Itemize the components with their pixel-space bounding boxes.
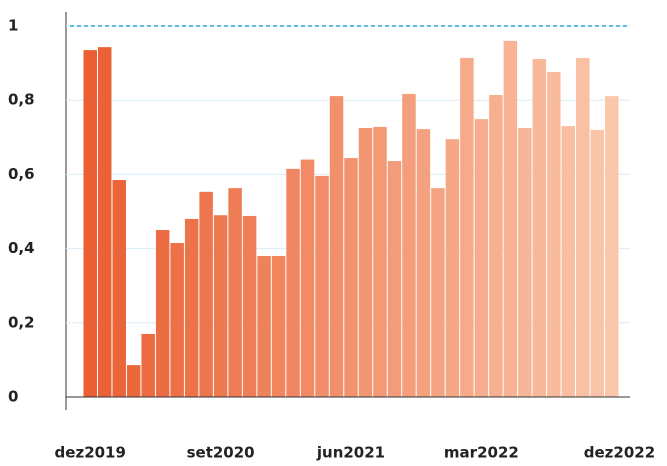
bar	[141, 333, 155, 397]
bar	[184, 218, 199, 397]
bar	[387, 161, 402, 397]
bar	[112, 179, 126, 397]
bar	[561, 126, 576, 398]
bar	[242, 215, 257, 397]
bar	[213, 215, 228, 397]
bar	[445, 139, 460, 397]
bar	[300, 159, 315, 397]
bar	[329, 96, 344, 397]
bar	[358, 128, 373, 397]
x-tick-label: dez2022	[584, 444, 655, 462]
bar	[373, 126, 387, 398]
bar	[474, 119, 489, 397]
bar	[228, 188, 242, 397]
bar	[547, 72, 561, 397]
bar	[344, 158, 358, 397]
bar	[170, 243, 184, 397]
bar	[431, 188, 445, 397]
bar	[83, 50, 97, 398]
bar	[271, 256, 286, 397]
bar	[416, 129, 431, 397]
bar	[532, 59, 547, 397]
y-tick-label: 1	[8, 17, 18, 35]
bar	[315, 175, 329, 397]
x-tick-label: set2020	[187, 444, 255, 462]
bar	[605, 96, 619, 397]
x-tick-label: mar2022	[444, 444, 519, 462]
y-tick-label: 0,8	[8, 91, 35, 109]
x-tick-label: dez2019	[55, 444, 126, 462]
bar	[402, 93, 416, 397]
bar	[460, 57, 474, 397]
bar	[126, 365, 141, 397]
bar	[155, 230, 170, 397]
bar	[576, 57, 590, 397]
bar	[503, 40, 518, 398]
y-tick-label: 0,6	[8, 165, 35, 183]
y-tick-label: 0,2	[8, 313, 35, 331]
x-tick-label: jun2021	[316, 444, 385, 462]
y-tick-label: 0	[8, 388, 18, 406]
bar	[199, 191, 213, 397]
bar	[518, 128, 532, 397]
bar	[97, 47, 112, 397]
y-tick-label: 0,4	[8, 239, 35, 257]
bar	[590, 129, 605, 397]
bar	[257, 256, 271, 397]
bar	[489, 95, 503, 398]
bar	[286, 168, 300, 397]
